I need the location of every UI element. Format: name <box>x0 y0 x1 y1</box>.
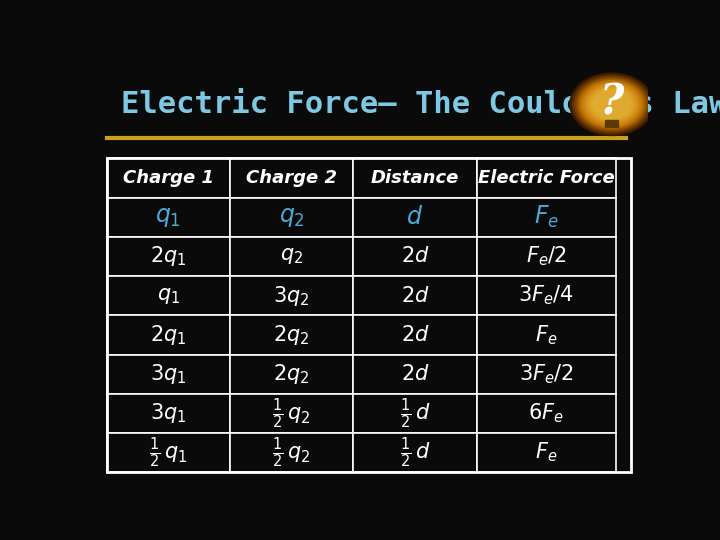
Circle shape <box>575 77 649 132</box>
Bar <box>477 158 616 198</box>
Text: $F_e$: $F_e$ <box>535 323 557 347</box>
Bar <box>354 394 477 433</box>
Text: $d$: $d$ <box>406 205 423 229</box>
Text: $3q_1$: $3q_1$ <box>150 362 186 386</box>
Bar <box>354 433 477 472</box>
Text: $\frac{1}{2}\,q_2$: $\frac{1}{2}\,q_2$ <box>272 396 311 431</box>
Text: $\frac{1}{2}\,d$: $\frac{1}{2}\,d$ <box>400 396 431 431</box>
Bar <box>107 394 230 433</box>
Text: $\frac{1}{2}\,q_1$: $\frac{1}{2}\,q_1$ <box>149 435 188 470</box>
Bar <box>354 276 477 315</box>
Bar <box>107 237 230 276</box>
Bar <box>230 355 354 394</box>
Bar <box>107 158 631 472</box>
Text: $6F_e$: $6F_e$ <box>528 402 564 425</box>
Circle shape <box>582 83 641 126</box>
Bar <box>230 315 354 355</box>
Bar <box>230 276 354 315</box>
Text: $F_e$: $F_e$ <box>534 204 559 231</box>
Bar <box>230 394 354 433</box>
Bar <box>477 315 616 355</box>
Bar <box>230 158 354 198</box>
Circle shape <box>580 80 644 128</box>
Bar <box>354 198 477 237</box>
Text: $2d$: $2d$ <box>400 364 429 384</box>
Bar <box>354 315 477 355</box>
Bar <box>477 394 616 433</box>
Bar <box>354 355 477 394</box>
Bar <box>354 237 477 276</box>
Text: $2q_1$: $2q_1$ <box>150 323 186 347</box>
Circle shape <box>572 75 651 133</box>
Text: $q_2$: $q_2$ <box>280 246 303 266</box>
Text: Distance: Distance <box>371 169 459 187</box>
Text: $q_1$: $q_1$ <box>156 205 181 229</box>
Bar <box>477 433 616 472</box>
Text: $q_1$: $q_1$ <box>157 286 180 306</box>
Bar <box>354 158 477 198</box>
Text: $F_e$: $F_e$ <box>535 441 557 464</box>
Text: $3F_e/2$: $3F_e/2$ <box>519 362 573 386</box>
Text: $q_2$: $q_2$ <box>279 205 305 229</box>
Bar <box>107 198 230 237</box>
Text: $2d$: $2d$ <box>400 286 429 306</box>
Text: $2q_2$: $2q_2$ <box>274 362 310 386</box>
Bar <box>107 276 230 315</box>
Circle shape <box>593 90 631 119</box>
Text: $2d$: $2d$ <box>400 325 429 345</box>
Text: ?: ? <box>600 81 624 123</box>
Text: $\frac{1}{2}\,q_2$: $\frac{1}{2}\,q_2$ <box>272 435 311 470</box>
Bar <box>107 158 230 198</box>
Bar <box>477 355 616 394</box>
Circle shape <box>588 86 636 123</box>
Bar <box>477 237 616 276</box>
Text: $F_e/2$: $F_e/2$ <box>526 245 567 268</box>
Bar <box>605 120 618 127</box>
Bar <box>477 276 616 315</box>
Bar <box>230 433 354 472</box>
Text: $2d$: $2d$ <box>400 246 429 266</box>
Text: $3q_1$: $3q_1$ <box>150 401 186 426</box>
Circle shape <box>590 88 634 120</box>
Text: Electric Force– The Coulomb’s Law: Electric Force– The Coulomb’s Law <box>121 90 720 119</box>
Text: $\frac{1}{2}\,d$: $\frac{1}{2}\,d$ <box>400 435 431 470</box>
Text: Charge 2: Charge 2 <box>246 169 337 187</box>
Bar <box>107 355 230 394</box>
Text: Charge 1: Charge 1 <box>123 169 214 187</box>
Text: $2q_2$: $2q_2$ <box>274 323 310 347</box>
Text: $3q_2$: $3q_2$ <box>274 284 310 308</box>
Bar <box>107 433 230 472</box>
Circle shape <box>585 84 639 124</box>
Text: Electric Force: Electric Force <box>477 169 614 187</box>
Bar <box>230 237 354 276</box>
Bar <box>107 315 230 355</box>
Bar <box>230 198 354 237</box>
Bar <box>477 198 616 237</box>
Text: $3F_e/4$: $3F_e/4$ <box>518 284 574 307</box>
Circle shape <box>577 79 646 130</box>
Text: $2q_1$: $2q_1$ <box>150 245 186 268</box>
Circle shape <box>570 73 654 136</box>
